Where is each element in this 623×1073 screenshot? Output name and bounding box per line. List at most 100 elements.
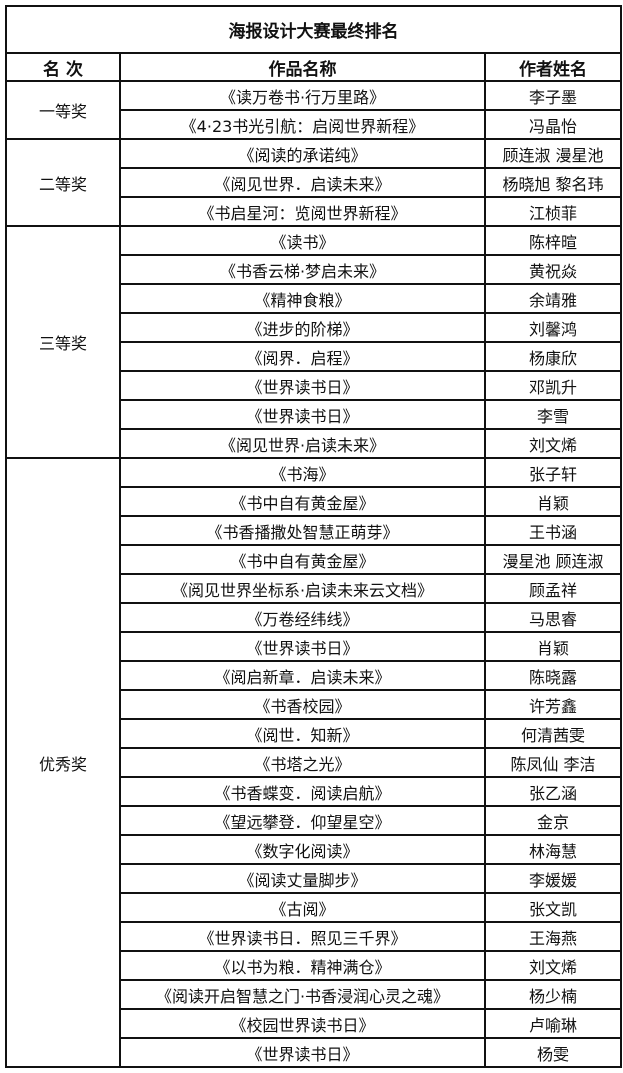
work-cell: 《校园世界读书日》 [119,1008,486,1039]
table-row: 《校园世界读书日》 卢喻琳 [6,1008,623,1039]
table-row: 《书启星河：览阅世界新程》 江桢菲 [6,196,623,227]
table-row: 《书中自有黄金屋》 漫星池 顾连淑 [6,544,623,575]
author-cell: 漫星池 顾连淑 [483,544,623,575]
author-cell: 王书涵 [483,515,623,546]
work-cell: 《书香蝶变．阅读启航》 [119,776,486,807]
table-row: 《古阅》 张文凯 [6,892,623,923]
work-cell: 《阅读开启智慧之门·书香浸润心灵之魂》 [119,979,486,1010]
work-cell: 《书海》 [119,457,486,488]
work-cell: 《4·23书光引航：启阅世界新程》 [119,109,486,140]
author-cell: 肖颖 [483,486,623,517]
table-row: 《世界读书日》 杨雯 [6,1037,623,1068]
table-row: 《书中自有黄金屋》 肖颖 [6,486,623,517]
author-cell: 刘馨鸿 [483,312,623,343]
rank-cell: 一等奖 [5,80,121,140]
author-cell: 金京 [483,805,623,836]
author-cell: 李媛媛 [483,863,623,894]
table-row: 《世界读书日．照见三千界》 王海燕 [6,921,623,952]
table-row: 《书香云梯·梦启未来》 黄祝焱 [6,254,623,285]
table-row: 《以书为粮．精神满仓》 刘文烯 [6,950,623,981]
work-cell: 《书香云梯·梦启未来》 [119,254,486,285]
work-cell: 《书香校园》 [119,689,486,720]
table-row: 《阅读丈量脚步》 李媛媛 [6,863,623,894]
author-cell: 李雪 [483,399,623,430]
work-cell: 《阅见世界·启读未来》 [119,428,486,459]
table-row: 《4·23书光引航：启阅世界新程》 冯晶怡 [6,109,623,140]
work-cell: 《阅世．知新》 [119,718,486,749]
table-row: 《书香校园》 许芳鑫 [6,689,623,720]
author-cell: 陈梓暄 [483,225,623,256]
work-cell: 《万卷经纬线》 [119,602,486,633]
table-row: 《书香播撒处智慧正萌芽》 王书涵 [6,515,623,546]
author-cell: 许芳鑫 [483,689,623,720]
work-cell: 《阅读的承诺纯》 [119,138,486,169]
work-cell: 《数字化阅读》 [119,834,486,865]
work-cell: 《以书为粮．精神满仓》 [119,950,486,981]
table-row: 《世界读书日》 李雪 [6,399,623,430]
author-cell: 黄祝焱 [483,254,623,285]
table-row: 《书香蝶变．阅读启航》 张乙涵 [6,776,623,807]
work-cell: 《书中自有黄金屋》 [119,486,486,517]
table-row: 《精神食粮》 余靖雅 [6,283,623,314]
work-cell: 《书启星河：览阅世界新程》 [119,196,486,227]
table-row: 《书塔之光》 陈凤仙 李洁 [6,747,623,778]
work-cell: 《阅见世界坐标系·启读未来云文档》 [119,573,486,604]
table-row: 《万卷经纬线》 马思睿 [6,602,623,633]
author-cell: 余靖雅 [483,283,623,314]
author-cell: 杨康欣 [483,341,623,372]
work-cell: 《世界读书日》 [119,631,486,662]
author-cell: 肖颖 [483,631,623,662]
header-work: 作品名称 [119,52,486,82]
author-cell: 冯晶怡 [483,109,623,140]
table-row: 二等奖 《阅读的承诺纯》 顾连淑 漫星池 [5,138,623,227]
author-cell: 陈晓露 [483,660,623,691]
work-cell: 《精神食粮》 [119,283,486,314]
author-cell: 顾连淑 漫星池 [483,138,623,169]
author-cell: 杨雯 [483,1037,623,1068]
work-cell: 《阅见世界．启读未来》 [119,167,486,198]
table-row: 一等奖 《读万卷书·行万里路》 李子墨 [5,80,623,140]
table-row: 《阅见世界．启读未来》 杨晓旭 黎名玮 [6,167,623,198]
work-cell: 《读万卷书·行万里路》 [119,80,486,111]
author-cell: 卢喻琳 [483,1008,623,1039]
header-author: 作者姓名 [483,52,623,82]
author-cell: 刘文烯 [483,428,623,459]
table-row: 《阅见世界坐标系·启读未来云文档》 顾孟祥 [6,573,623,604]
work-cell: 《书塔之光》 [119,747,486,778]
work-cell: 《古阅》 [119,892,486,923]
author-cell: 杨少楠 [483,979,623,1010]
work-cell: 《读书》 [119,225,486,256]
work-cell: 《阅启新章．启读未来》 [119,660,486,691]
table-row: 《阅界．启程》 杨康欣 [6,341,623,372]
table-row: 《进步的阶梯》 刘馨鸿 [6,312,623,343]
ranking-table: 海报设计大赛最终排名 名 次 作品名称 作者姓名 一等奖 《读万卷书·行万里路》李… [4,5,623,1068]
table-title: 海报设计大赛最终排名 [4,5,623,54]
work-cell: 《望远攀登．仰望星空》 [119,805,486,836]
table-row: 《世界读书日》 肖颖 [6,631,623,662]
author-cell: 何清茜雯 [483,718,623,749]
work-cell: 《书中自有黄金屋》 [119,544,486,575]
author-cell: 王海燕 [483,921,623,952]
table-row: 《阅见世界·启读未来》 刘文烯 [6,428,623,459]
author-cell: 邓凯升 [483,370,623,401]
author-cell: 李子墨 [483,80,623,111]
rank-cell: 二等奖 [5,138,121,227]
work-cell: 《世界读书日》 [119,1037,486,1068]
work-cell: 《阅界．启程》 [119,341,486,372]
table-row: 优秀奖 《书海》 张子轩 [5,457,623,1068]
author-cell: 杨晓旭 黎名玮 [483,167,623,198]
author-cell: 林海慧 [483,834,623,865]
header-rank: 名 次 [5,52,121,82]
author-cell: 刘文烯 [483,950,623,981]
author-cell: 顾孟祥 [483,573,623,604]
author-cell: 张乙涵 [483,776,623,807]
work-cell: 《书香播撒处智慧正萌芽》 [119,515,486,546]
rank-cell: 优秀奖 [5,457,121,1068]
author-cell: 马思睿 [483,602,623,633]
work-cell: 《世界读书日》 [119,399,486,430]
table-row: 《阅启新章．启读未来》 陈晓露 [6,660,623,691]
work-cell: 《进步的阶梯》 [119,312,486,343]
author-cell: 陈凤仙 李洁 [483,747,623,778]
table-row: 《数字化阅读》 林海慧 [6,834,623,865]
work-cell: 《阅读丈量脚步》 [119,863,486,894]
